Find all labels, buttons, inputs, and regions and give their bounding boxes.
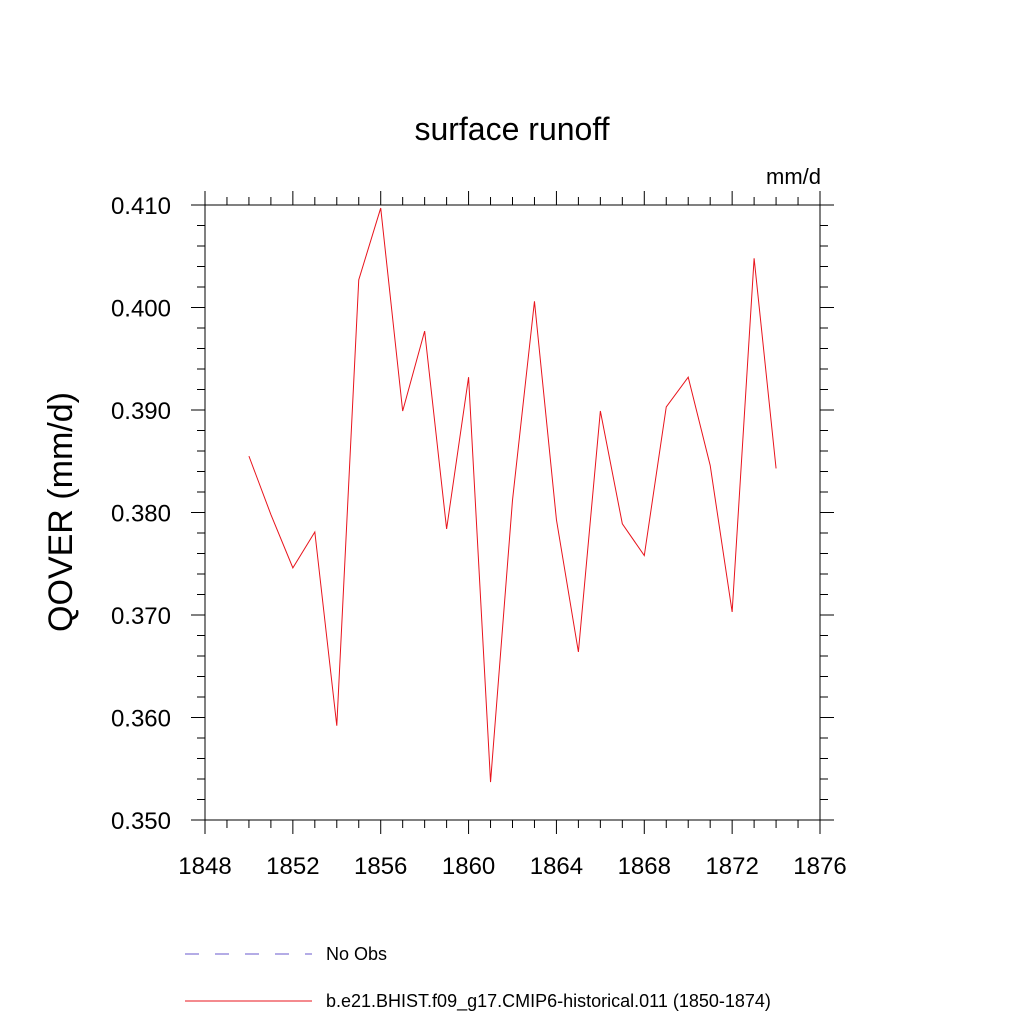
major-ticks <box>191 191 834 834</box>
y-tick-label: 0.370 <box>111 603 171 630</box>
minor-ticks <box>197 197 828 828</box>
chart-title: surface runoff <box>414 111 609 147</box>
x-tick-label: 1852 <box>266 853 319 880</box>
y-tick-labels: 0.350 0.360 0.370 0.380 0.390 0.400 0.410 <box>111 193 171 835</box>
x-tick-label: 1868 <box>618 853 671 880</box>
y-tick-label: 0.350 <box>111 808 171 835</box>
legend-label-no-obs: No Obs <box>326 944 387 964</box>
series-line <box>248 207 777 783</box>
x-tick-label: 1860 <box>442 853 495 880</box>
x-tick-labels: 1848 1852 1856 1860 1864 1868 1872 1876 <box>178 853 846 880</box>
x-tick-label: 1872 <box>705 853 758 880</box>
x-tick-label: 1848 <box>178 853 231 880</box>
y-tick-label: 0.400 <box>111 296 171 323</box>
y-tick-label: 0.410 <box>111 193 171 220</box>
units-label: mm/d <box>766 164 821 189</box>
y-tick-label: 0.360 <box>111 706 171 733</box>
plot-frame <box>204 204 821 821</box>
y-axis-label: QOVER (mm/d) <box>42 392 80 632</box>
x-tick-label: 1876 <box>793 853 846 880</box>
legend-label-historical: b.e21.BHIST.f09_g17.CMIP6-historical.011… <box>326 991 771 1012</box>
x-tick-label: 1856 <box>354 853 407 880</box>
series-group <box>248 207 777 783</box>
y-tick-label: 0.380 <box>111 501 171 528</box>
y-tick-label: 0.390 <box>111 398 171 425</box>
x-tick-label: 1864 <box>530 853 583 880</box>
legend: No Obs b.e21.BHIST.f09_g17.CMIP6-histori… <box>185 944 771 1012</box>
